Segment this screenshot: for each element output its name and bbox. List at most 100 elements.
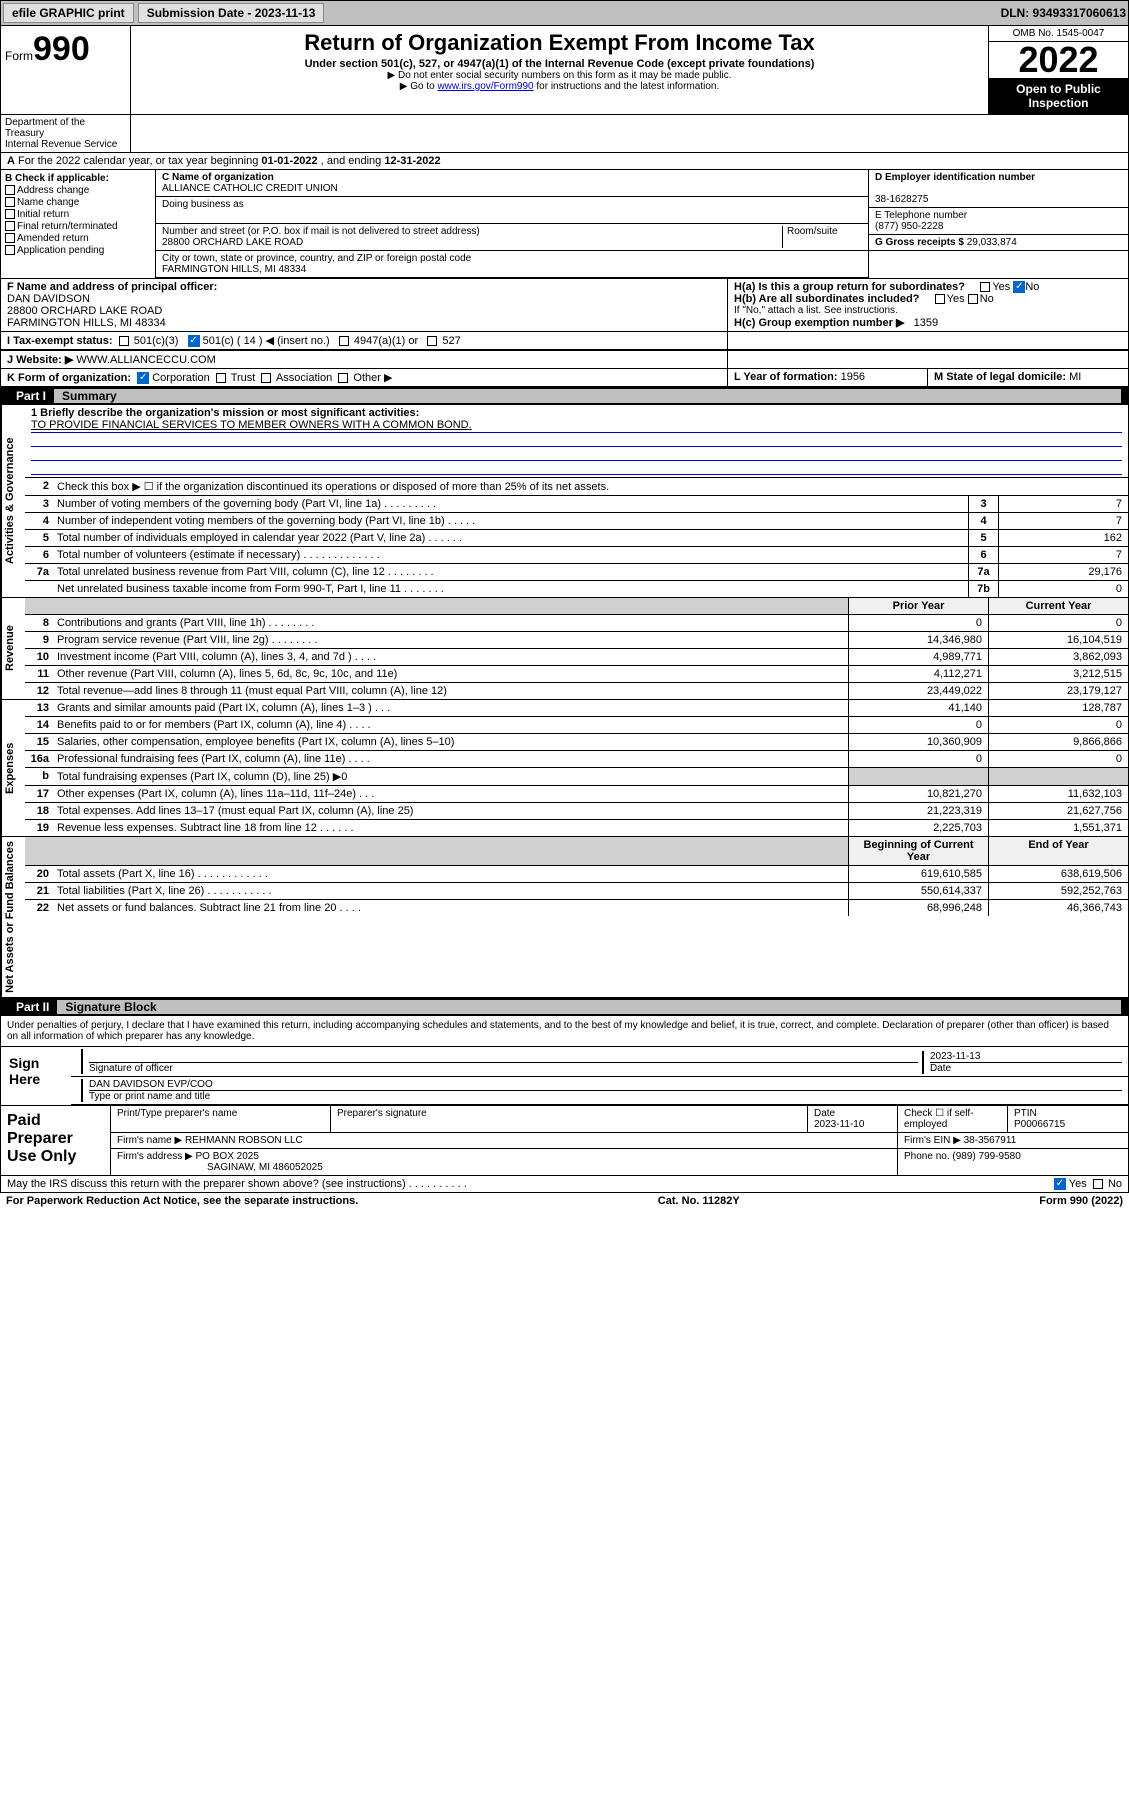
l15-prior: 10,360,909 <box>848 734 988 750</box>
org-street: 28800 ORCHARD LAKE ROAD <box>162 237 303 248</box>
main-info-block: B Check if applicable: Address change Na… <box>0 170 1129 279</box>
l13-prior: 41,140 <box>848 700 988 716</box>
efile-print-button[interactable]: efile GRAPHIC print <box>3 3 134 23</box>
state-domicile: MI <box>1069 371 1081 383</box>
l19-curr: 1,551,371 <box>988 820 1128 836</box>
row-a-tax-year: A For the 2022 calendar year, or tax yea… <box>0 153 1129 170</box>
sig-date: 2023-11-13 <box>930 1051 980 1062</box>
ha-no: No <box>1025 281 1039 293</box>
paid-preparer-label: Paid Preparer Use Only <box>1 1106 111 1175</box>
form-footer: Form 990 (2022) <box>1039 1195 1123 1207</box>
l15-curr: 9,866,866 <box>988 734 1128 750</box>
cat-number: Cat. No. 11282Y <box>658 1195 740 1207</box>
l20-curr: 638,619,506 <box>988 866 1128 882</box>
l9-prior: 14,346,980 <box>848 632 988 648</box>
chk-amended-return[interactable]: Amended return <box>5 233 151 244</box>
l19-prior: 2,225,703 <box>848 820 988 836</box>
paid-preparer-block: Paid Preparer Use Only Print/Type prepar… <box>0 1106 1129 1176</box>
l18-prior: 21,223,319 <box>848 803 988 819</box>
chk-initial-return[interactable]: Initial return <box>5 209 151 220</box>
perjury-declaration: Under penalties of perjury, I declare th… <box>1 1016 1128 1047</box>
officer-signed-name: DAN DAVIDSON EVP/COO <box>89 1079 213 1090</box>
l11-curr: 3,212,515 <box>988 666 1128 682</box>
activities-governance-section: Activities & Governance 1 Briefly descri… <box>0 405 1129 598</box>
tax-status-501c14: 501(c) ( 14 ) ◀ (insert no.) <box>203 335 330 347</box>
chk-application-pending[interactable]: Application pending <box>5 245 151 256</box>
val-line3: 7 <box>998 496 1128 512</box>
val-line4: 7 <box>998 513 1128 529</box>
row-i-j: I Tax-exempt status: 501(c)(3) ✓ 501(c) … <box>0 332 1129 351</box>
vtab-expenses: Expenses <box>1 700 25 836</box>
irs-link[interactable]: www.irs.gov/Form990 <box>437 81 533 92</box>
firm-addr2: SAGINAW, MI 486052025 <box>207 1162 323 1173</box>
org-name: ALLIANCE CATHOLIC CREDIT UNION <box>162 183 338 194</box>
note-ssn: ▶ Do not enter social security numbers o… <box>139 70 980 81</box>
discuss-row: May the IRS discuss this return with the… <box>0 1176 1129 1193</box>
org-city: FARMINGTON HILLS, MI 48334 <box>162 264 306 275</box>
bottom-row: For Paperwork Reduction Act Notice, see … <box>0 1193 1129 1209</box>
officer-name: DAN DAVIDSON <box>7 293 90 305</box>
col-c-org-info: C Name of organizationALLIANCE CATHOLIC … <box>156 170 868 278</box>
l22-prior: 68,996,248 <box>848 900 988 916</box>
l10-curr: 3,862,093 <box>988 649 1128 665</box>
l10-prior: 4,989,771 <box>848 649 988 665</box>
chk-address-change[interactable]: Address change <box>5 185 151 196</box>
top-bar: efile GRAPHIC print Submission Date - 20… <box>0 0 1129 26</box>
revenue-section: Revenue Prior YearCurrent Year 8Contribu… <box>0 598 1129 700</box>
public-inspection-badge: Open to Public Inspection <box>989 78 1128 114</box>
part2-header: Part IISignature Block <box>0 998 1129 1016</box>
l13-curr: 128,787 <box>988 700 1128 716</box>
dln-label: DLN: 93493317060613 <box>1001 6 1126 20</box>
form-word: Form <box>5 49 33 63</box>
chk-final-return[interactable]: Final return/terminated <box>5 221 151 232</box>
net-assets-section: Net Assets or Fund Balances Beginning of… <box>0 837 1129 998</box>
l17-curr: 11,632,103 <box>988 786 1128 802</box>
val-line5: 162 <box>998 530 1128 546</box>
l17-prior: 10,821,270 <box>848 786 988 802</box>
dept-row: Department of the TreasuryInternal Reven… <box>0 115 1129 153</box>
col-d-ids: D Employer identification number38-16282… <box>868 170 1128 278</box>
l14-prior: 0 <box>848 717 988 733</box>
irs-label: Internal Revenue Service <box>5 139 117 150</box>
tax-year: 2022 <box>989 42 1128 78</box>
col-b-checkboxes: B Check if applicable: Address change Na… <box>1 170 156 278</box>
val-line6: 7 <box>998 547 1128 563</box>
form-subtitle: Under section 501(c), 527, or 4947(a)(1)… <box>139 58 980 70</box>
telephone-value: (877) 950-2228 <box>875 221 943 232</box>
mission-text: TO PROVIDE FINANCIAL SERVICES TO MEMBER … <box>31 419 1122 433</box>
firm-phone: (989) 799-9580 <box>952 1151 1020 1162</box>
part1-header: Part ISummary <box>0 387 1129 405</box>
l21-curr: 592,252,763 <box>988 883 1128 899</box>
row-j: J Website: ▶ WWW.ALLIANCECCU.COM <box>0 351 1129 369</box>
l8-prior: 0 <box>848 615 988 631</box>
val-line7b: 0 <box>998 581 1128 597</box>
submission-date-label: Submission Date - 2023-11-13 <box>138 3 325 23</box>
form-header: Form990 Return of Organization Exempt Fr… <box>0 26 1129 115</box>
l12-prior: 23,449,022 <box>848 683 988 699</box>
vtab-governance: Activities & Governance <box>1 405 25 597</box>
l14-curr: 0 <box>988 717 1128 733</box>
form-title: Return of Organization Exempt From Incom… <box>139 30 980 56</box>
signature-block: Under penalties of perjury, I declare th… <box>0 1016 1129 1106</box>
sign-here-label: Sign Here <box>1 1047 71 1105</box>
firm-ein: 38-3567911 <box>964 1135 1017 1146</box>
chk-name-change[interactable]: Name change <box>5 197 151 208</box>
vtab-revenue: Revenue <box>1 598 25 699</box>
val-line7a: 29,176 <box>998 564 1128 580</box>
l21-prior: 550,614,337 <box>848 883 988 899</box>
form-number: 990 <box>33 30 90 68</box>
row-f-h: F Name and address of principal officer:… <box>0 279 1129 332</box>
year-formation: 1956 <box>841 371 865 383</box>
group-exemption-number: 1359 <box>914 317 938 329</box>
l16a-prior: 0 <box>848 751 988 767</box>
ein-value: 38-1628275 <box>875 194 928 205</box>
l18-curr: 21,627,756 <box>988 803 1128 819</box>
dept-treasury: Department of the Treasury <box>5 117 85 139</box>
expenses-section: Expenses 13Grants and similar amounts pa… <box>0 700 1129 837</box>
website-value: WWW.ALLIANCECCU.COM <box>76 354 215 366</box>
gross-receipts-value: 29,033,874 <box>967 237 1017 248</box>
row-k-l-m: K Form of organization: ✓ Corporation Tr… <box>0 369 1129 387</box>
l8-curr: 0 <box>988 615 1128 631</box>
note-link: ▶ Go to www.irs.gov/Form990 for instruct… <box>139 81 980 92</box>
firm-addr1: PO BOX 2025 <box>196 1151 259 1162</box>
